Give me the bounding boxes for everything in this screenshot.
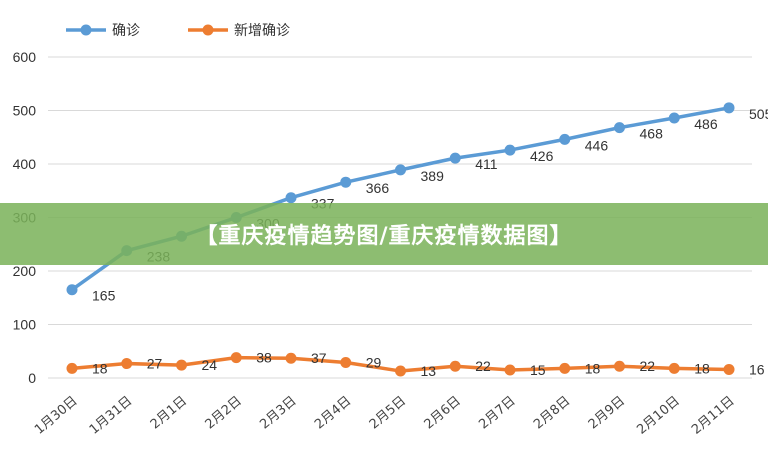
x-tick-label-8: 2月7日 — [476, 394, 518, 433]
point-1-5 — [340, 356, 352, 368]
legend-marker-0 — [80, 24, 92, 36]
point-1-3 — [230, 352, 242, 364]
point-0-0 — [66, 284, 78, 296]
point-0-10 — [614, 122, 625, 134]
x-tick-label-4: 2月3日 — [257, 394, 299, 433]
point-1-4 — [285, 352, 297, 364]
point-1-7 — [449, 360, 461, 372]
legend-marker-1 — [202, 24, 214, 36]
legend-label-0: 确诊 — [112, 23, 140, 39]
y-tick-label-600: 600 — [13, 49, 37, 65]
x-tick-label-12: 2月11日 — [689, 394, 738, 438]
point-1-0 — [66, 362, 78, 374]
data-label-1-9: 18 — [585, 360, 601, 376]
data-label-0-10: 468 — [640, 126, 664, 142]
point-0-11 — [668, 112, 680, 124]
data-label-1-2: 24 — [202, 357, 218, 373]
data-label-0-5: 366 — [366, 180, 390, 196]
point-0-8 — [504, 144, 516, 156]
x-tick-label-3: 2月2日 — [203, 394, 245, 433]
point-0-7 — [449, 152, 461, 164]
x-tick-label-6: 2月5日 — [367, 394, 409, 433]
data-label-0-9: 446 — [585, 137, 609, 153]
x-tick-label-0: 1月30日 — [32, 394, 81, 438]
data-label-1-11: 18 — [694, 360, 710, 376]
data-label-1-3: 38 — [256, 350, 272, 366]
data-label-0-6: 389 — [421, 168, 445, 184]
point-0-6 — [395, 164, 406, 176]
x-tick-label-1: 1月31日 — [87, 394, 136, 438]
x-tick-label-9: 2月8日 — [531, 394, 573, 433]
data-label-1-12: 16 — [749, 361, 765, 377]
point-0-4 — [285, 192, 297, 204]
data-label-1-8: 15 — [530, 362, 546, 378]
y-tick-label-0: 0 — [28, 370, 36, 386]
point-1-2 — [176, 359, 187, 371]
data-label-1-4: 37 — [311, 350, 327, 366]
x-tick-label-2: 2月1日 — [148, 394, 190, 433]
y-tick-label-100: 100 — [13, 317, 37, 333]
point-1-1 — [121, 358, 133, 370]
point-0-5 — [340, 176, 352, 188]
data-label-1-0: 18 — [92, 360, 108, 376]
y-tick-label-400: 400 — [13, 156, 37, 172]
data-label-0-11: 486 — [694, 116, 718, 132]
title-banner: 【重庆疫情趋势图/重庆疫情数据图】 — [0, 203, 768, 265]
banner-title: 【重庆疫情趋势图/重庆疫情数据图】 — [195, 224, 573, 249]
data-label-0-12: 505 — [749, 106, 768, 122]
point-1-10 — [614, 360, 625, 372]
data-label-1-10: 22 — [640, 358, 656, 374]
x-tick-label-11: 2月10日 — [634, 394, 683, 438]
point-1-6 — [395, 365, 406, 377]
x-tick-label-10: 2月9日 — [586, 394, 628, 433]
point-0-12 — [723, 102, 735, 114]
point-1-9 — [559, 362, 571, 374]
point-0-9 — [559, 133, 571, 145]
legend-label-1: 新增确诊 — [234, 23, 290, 39]
data-label-1-6: 13 — [421, 363, 437, 379]
y-tick-label-200: 200 — [13, 263, 37, 279]
data-label-1-7: 22 — [475, 358, 491, 374]
data-label-1-5: 29 — [366, 354, 382, 370]
x-tick-label-7: 2月6日 — [422, 394, 464, 433]
point-1-12 — [723, 363, 735, 375]
data-label-0-0: 165 — [92, 288, 116, 304]
point-1-8 — [504, 364, 516, 376]
y-tick-label-500: 500 — [13, 103, 37, 119]
data-label-0-8: 426 — [530, 148, 554, 164]
point-1-11 — [668, 362, 680, 374]
data-label-1-1: 27 — [147, 356, 163, 372]
x-tick-label-5: 2月4日 — [312, 394, 354, 433]
data-label-0-7: 411 — [475, 156, 498, 172]
